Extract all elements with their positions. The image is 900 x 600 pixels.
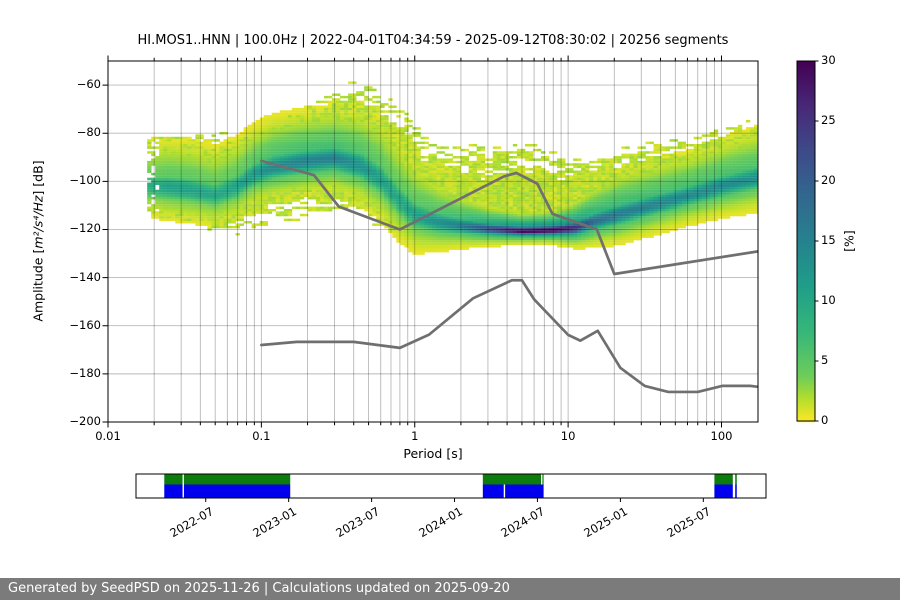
x-tick-label: 10 (560, 429, 576, 443)
y-axis-label: Amplitude [m²/s⁴/Hz] [dB] (30, 160, 46, 322)
y-tick-label: −160 (69, 317, 101, 332)
y-tick-label: −60 (76, 77, 101, 92)
colorbar-tick-label: 5 (821, 353, 829, 367)
y-tick-label: −120 (69, 221, 101, 236)
colorbar-tick-label: 20 (821, 173, 836, 187)
colorbar-tick-label: 0 (821, 413, 829, 427)
ppsd-plot-canvas (0, 0, 900, 578)
y-tick-label: −200 (69, 414, 101, 428)
footer-text: Generated by SeedPSD on 2025-11-26 | Cal… (8, 581, 510, 596)
y-tick-label: −140 (69, 269, 101, 284)
y-tick-label: −80 (76, 125, 101, 140)
footer-bar: Generated by SeedPSD on 2025-11-26 | Cal… (0, 578, 900, 600)
colorbar-label: [%] (841, 230, 857, 252)
plot-title: HI.MOS1..HNN | 100.0Hz | 2022-04-01T04:3… (137, 33, 729, 48)
colorbar-tick-label: 10 (821, 293, 836, 307)
colorbar-tick-label: 25 (821, 113, 836, 127)
y-tick-label: −180 (69, 365, 101, 380)
colorbar-tick-label: 15 (821, 233, 836, 247)
x-tick-label: 1 (411, 429, 419, 443)
x-axis-label: Period [s] (403, 446, 463, 461)
x-tick-label: 100 (710, 429, 733, 443)
colorbar-tick-label: 30 (821, 53, 836, 67)
x-tick-label: 0.01 (95, 429, 121, 443)
x-tick-label: 0.1 (252, 429, 271, 443)
y-tick-label: −100 (69, 173, 101, 188)
